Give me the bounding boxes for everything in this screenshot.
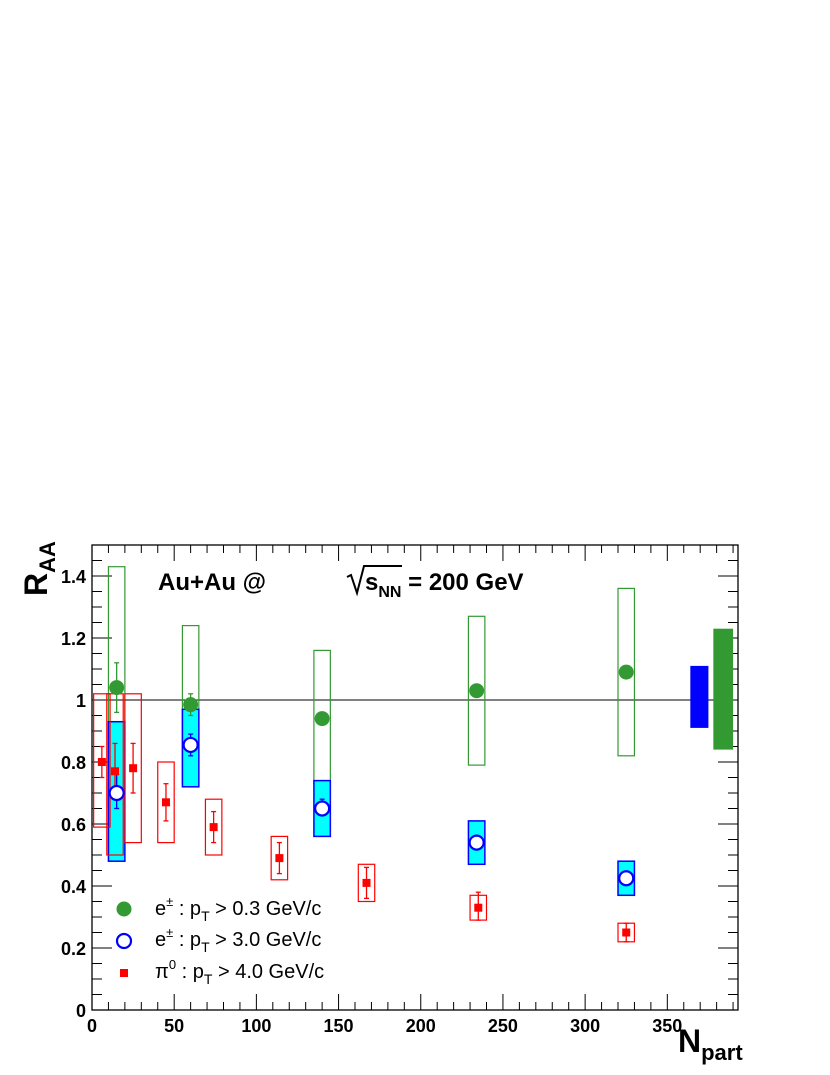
axis-labels: 0 50 100 150 200 250 300 350 0 0.2 0.4 0.6 0.8 1 1.2 1.… [61, 567, 682, 1036]
data-point-red [622, 928, 631, 937]
legend-marker-red-square [120, 969, 128, 977]
title-prefix: Au+Au @ [158, 569, 266, 596]
title-s: s [365, 569, 378, 596]
systematic-box-s0 [467, 615, 486, 766]
data-point-green [618, 664, 634, 680]
y-tick-label: 0.8 [61, 753, 86, 773]
data-point-red [97, 758, 106, 766]
x-tick-label: 150 [324, 1016, 354, 1036]
chart-title: Au+Au @ [158, 569, 266, 596]
y-tick-label: 0.4 [61, 877, 86, 897]
normalization-box-0 [690, 665, 709, 728]
title-suffix: = 200 GeV [401, 569, 523, 596]
x-axis-title-sub: part [701, 1040, 743, 1065]
x-tick-label: 0 [87, 1016, 97, 1036]
data-point-red [209, 823, 218, 832]
x-tick-label: 300 [570, 1016, 600, 1036]
y-axis-title-main: R [18, 573, 54, 596]
y-tick-label: 0.6 [61, 815, 86, 835]
data-point-red [275, 854, 284, 863]
data-point-blue [468, 834, 485, 851]
x-axis-title: Npart [678, 1023, 743, 1065]
data-point-green [109, 680, 125, 696]
data-marks [92, 566, 738, 943]
y-tick-label: 1.4 [61, 567, 86, 587]
systematic-box-s2 [157, 761, 175, 844]
data-point-red [129, 764, 138, 773]
x-tick-label: 250 [488, 1016, 518, 1036]
title-nn: NN [378, 584, 401, 601]
legend-entry-2: e± : pT > 3.0 GeV/c [155, 925, 321, 955]
data-point-red [111, 767, 120, 776]
y-axis-title: RAA [18, 541, 60, 596]
systematic-box-s0 [617, 587, 636, 757]
x-tick-label: 200 [406, 1016, 436, 1036]
normalization-box-1 [713, 628, 734, 750]
y-axis-title-sub: AA [35, 541, 60, 573]
x-tick-label: 350 [652, 1016, 682, 1036]
data-point-red [362, 878, 371, 887]
legend-entry-3: π0 : pT > 4.0 GeV/c [155, 957, 324, 987]
y-tick-label: 1.2 [61, 629, 86, 649]
legend-marker-blue-circle [115, 932, 133, 950]
data-point-blue [182, 736, 199, 754]
title-sqrt-s: sNN = 200 GeV [365, 569, 524, 601]
data-point-red [161, 798, 170, 807]
legend: e± : pT > 0.3 GeV/c e± : pT > 3.0 GeV/c … [115, 894, 324, 987]
data-point-green [183, 697, 199, 713]
x-tick-label: 100 [241, 1016, 271, 1036]
data-point-green [314, 711, 330, 727]
y-tick-label: 0 [76, 1001, 86, 1021]
y-tick-label: 1 [76, 691, 86, 711]
legend-marker-green-circle [116, 901, 132, 917]
data-point-blue [108, 784, 125, 802]
data-point-blue [618, 870, 635, 887]
systematic-box-s2 [357, 863, 376, 903]
data-point-blue [314, 800, 331, 817]
x-axis-title-main: N [678, 1023, 701, 1059]
legend-entry-1: e± : pT > 0.3 GeV/c [155, 894, 321, 924]
systematic-box-s2 [270, 835, 289, 881]
systematic-box-s2 [93, 693, 111, 828]
y-tick-label: 0.2 [61, 939, 86, 959]
systematic-box-s2 [204, 798, 223, 856]
x-tick-label: 50 [164, 1016, 184, 1036]
data-point-green [469, 683, 485, 699]
systematic-box-s2 [124, 693, 142, 844]
sqrt-symbol [346, 565, 402, 597]
data-point-red [474, 903, 483, 912]
